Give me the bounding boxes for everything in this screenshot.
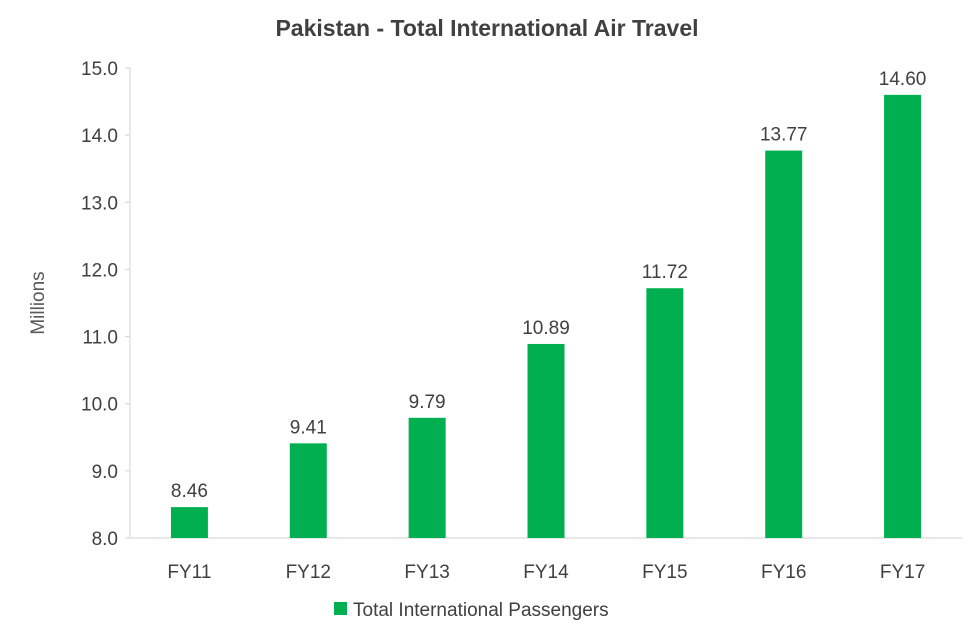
x-tick-label: FY16	[761, 562, 806, 583]
x-tick-label: FY14	[523, 562, 569, 583]
bar-fy14	[527, 343, 565, 538]
y-tick-label: 15.0	[81, 59, 118, 80]
y-tick-label: 14.0	[81, 126, 118, 147]
x-tick-label: FY13	[404, 562, 449, 583]
y-axis: 8.0 9.0 10.0 11.0 12.0 13.0 14.0 15.0	[81, 59, 131, 550]
y-tick-label: 13.0	[81, 193, 118, 214]
data-label: 9.41	[290, 417, 327, 438]
data-label: 14.60	[879, 69, 927, 90]
chart-title: Pakistan - Total International Air Trave…	[275, 15, 698, 41]
bar-series: 8.46 9.41 9.79 10.89 11.72 13.77 14.60	[170, 69, 927, 539]
y-tick-label: 8.0	[92, 529, 118, 550]
legend-swatch	[334, 602, 347, 615]
data-label: 13.77	[760, 125, 808, 146]
y-tick-label: 9.0	[92, 462, 118, 483]
data-label: 10.89	[522, 318, 570, 339]
legend-label: Total International Passengers	[353, 600, 609, 621]
data-label: 8.46	[171, 481, 208, 502]
x-axis: FY11 FY12 FY13 FY14 FY15 FY16 FY17	[130, 537, 962, 583]
data-label: 9.79	[409, 392, 446, 413]
bar-fy16	[765, 150, 803, 539]
x-tick-label: FY12	[286, 562, 331, 583]
bar-fy11	[170, 507, 208, 538]
data-label: 11.72	[642, 262, 688, 283]
bar-fy13	[408, 417, 446, 538]
x-tick-label: FY15	[642, 562, 687, 583]
y-tick-label: 11.0	[82, 328, 118, 349]
y-axis-title: Millions	[28, 271, 49, 334]
legend: Total International Passengers	[334, 600, 609, 621]
y-tick-label: 12.0	[81, 260, 118, 281]
bar-fy12	[289, 443, 327, 538]
y-tick-label: 10.0	[81, 395, 118, 416]
bar-fy17	[884, 94, 922, 538]
x-tick-label: FY11	[167, 562, 211, 583]
x-tick-label: FY17	[880, 562, 925, 583]
bar-fy15	[646, 288, 684, 538]
